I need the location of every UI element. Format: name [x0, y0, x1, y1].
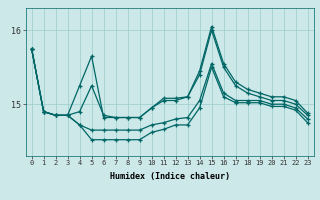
X-axis label: Humidex (Indice chaleur): Humidex (Indice chaleur): [109, 172, 230, 181]
